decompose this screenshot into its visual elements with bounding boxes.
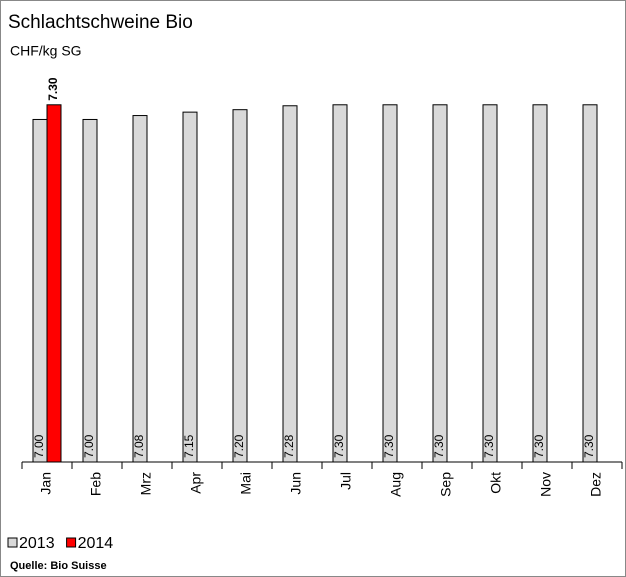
bar	[32, 118, 48, 463]
bar	[332, 104, 348, 463]
bar	[132, 115, 148, 463]
bar	[182, 111, 198, 463]
value-label: 7.20	[232, 434, 246, 458]
value-label: 7.00	[82, 434, 96, 458]
legend-label: 2013	[19, 535, 55, 552]
x-tick-label: Sep	[438, 472, 454, 497]
value-label: 7.15	[182, 434, 196, 458]
x-tick-label: Jul	[338, 472, 354, 490]
x-tick-label: Nov	[538, 472, 554, 497]
value-label: 7.30	[46, 77, 60, 101]
x-tick-label: Okt	[488, 472, 504, 494]
value-label: 7.30	[582, 434, 596, 458]
y-axis-label: CHF/kg SG	[10, 43, 82, 59]
x-tick-label: Apr	[188, 472, 204, 494]
bar	[282, 105, 298, 463]
bar	[82, 118, 98, 463]
legend-label: 2014	[78, 535, 114, 552]
bar	[46, 104, 62, 463]
value-label: 7.30	[482, 434, 496, 458]
value-label: 7.08	[132, 434, 146, 458]
x-tick-label: Dez	[588, 472, 604, 497]
bar	[382, 104, 398, 463]
value-label: 7.30	[332, 434, 346, 458]
x-tick-label: Feb	[88, 472, 104, 496]
x-tick-label: Mrz	[138, 472, 154, 495]
bar	[432, 104, 448, 463]
value-label: 7.28	[282, 434, 296, 458]
chart-title: Schlachtschweine Bio	[8, 12, 193, 33]
value-label: 7.30	[532, 434, 546, 458]
bar	[482, 104, 498, 463]
legend-swatch	[66, 537, 77, 548]
bar	[582, 104, 598, 463]
source: Quelle: Bio Suisse	[10, 560, 107, 572]
bar	[232, 109, 248, 463]
value-label: 7.30	[382, 434, 396, 458]
bar	[532, 104, 548, 463]
x-tick-label: Jun	[288, 472, 304, 495]
legend-swatch	[7, 537, 18, 548]
x-tick-label: Jan	[38, 472, 54, 495]
value-label: 7.30	[432, 434, 446, 458]
x-tick-label: Aug	[388, 472, 404, 497]
value-label: 7.00	[32, 434, 46, 458]
x-tick-label: Mai	[238, 472, 254, 495]
